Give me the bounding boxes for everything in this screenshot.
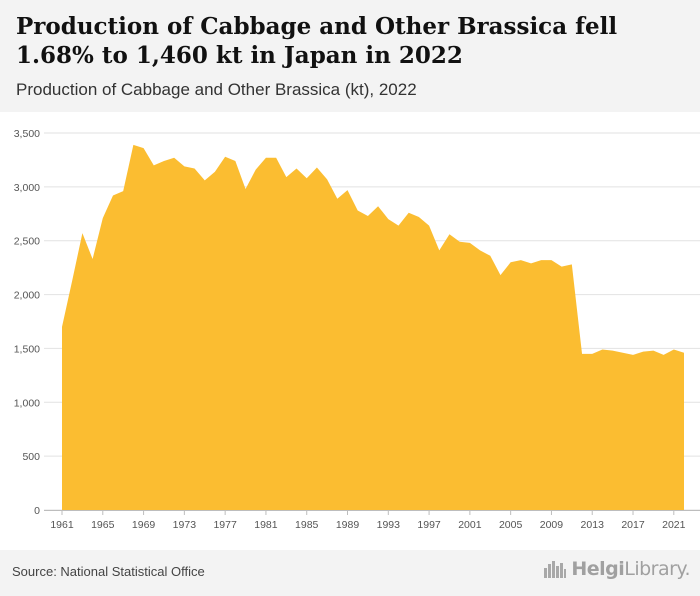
x-tick-label: 1985 bbox=[295, 519, 319, 531]
data-point bbox=[112, 194, 114, 196]
source-note: Source: National Statistical Office bbox=[12, 564, 205, 579]
data-point bbox=[469, 242, 471, 244]
x-tick-label: 1993 bbox=[377, 519, 401, 531]
data-point bbox=[285, 176, 287, 178]
data-point bbox=[377, 205, 379, 207]
x-tick-label: 1973 bbox=[173, 519, 197, 531]
data-point bbox=[612, 350, 614, 352]
data-point bbox=[336, 198, 338, 200]
data-point bbox=[622, 352, 624, 354]
data-point bbox=[448, 233, 450, 235]
data-point bbox=[601, 349, 603, 351]
data-point bbox=[530, 262, 532, 264]
data-point bbox=[510, 261, 512, 263]
y-tick-label: 500 bbox=[22, 451, 40, 463]
y-tick-label: 3,000 bbox=[14, 182, 40, 194]
x-tick-label: 2001 bbox=[458, 519, 482, 531]
data-point bbox=[173, 157, 175, 159]
data-point bbox=[214, 171, 216, 173]
data-point bbox=[316, 166, 318, 168]
data-point bbox=[499, 274, 501, 276]
y-tick-label: 2,000 bbox=[14, 290, 40, 302]
data-point bbox=[183, 165, 185, 167]
data-point bbox=[153, 164, 155, 166]
production-area-series bbox=[62, 144, 684, 510]
data-point bbox=[194, 168, 196, 170]
x-tick-label: 2009 bbox=[540, 519, 564, 531]
data-point bbox=[520, 259, 522, 261]
data-point bbox=[326, 178, 328, 180]
data-point bbox=[122, 190, 124, 192]
x-tick-label: 2017 bbox=[621, 519, 645, 531]
data-point bbox=[102, 217, 104, 219]
data-point bbox=[459, 241, 461, 243]
data-point bbox=[642, 351, 644, 353]
x-tick-label: 1969 bbox=[132, 519, 156, 531]
data-point bbox=[275, 157, 277, 159]
footer: Source: National Statistical Office Helg… bbox=[0, 550, 700, 596]
data-point bbox=[367, 215, 369, 217]
data-point bbox=[306, 177, 308, 179]
data-point bbox=[428, 225, 430, 227]
data-point bbox=[347, 189, 349, 191]
data-point bbox=[92, 258, 94, 260]
data-point bbox=[143, 147, 145, 149]
x-tick-label: 1965 bbox=[91, 519, 115, 531]
data-point bbox=[387, 218, 389, 220]
brand-name: HelgiLibrary. bbox=[571, 558, 690, 580]
data-point bbox=[591, 353, 593, 355]
data-point bbox=[163, 160, 165, 162]
data-point bbox=[204, 179, 206, 181]
data-point bbox=[561, 266, 563, 268]
data-point bbox=[265, 157, 267, 159]
y-tick-label: 1,500 bbox=[14, 343, 40, 355]
data-point bbox=[489, 255, 491, 257]
data-point bbox=[71, 280, 73, 282]
x-tick-label: 2021 bbox=[662, 519, 686, 531]
data-point bbox=[61, 326, 63, 328]
data-point bbox=[418, 216, 420, 218]
data-point bbox=[132, 144, 134, 146]
x-tick-label: 1977 bbox=[213, 519, 237, 531]
y-axis: 0 500 1,000 1,500 2,000 2,500 3,000 3,500 bbox=[14, 128, 40, 517]
y-tick-label: 2,500 bbox=[14, 236, 40, 248]
data-point bbox=[632, 354, 634, 356]
y-tick-label: 1,000 bbox=[14, 397, 40, 409]
data-point bbox=[571, 263, 573, 265]
area-layer bbox=[61, 144, 685, 510]
data-point bbox=[673, 349, 675, 351]
data-point bbox=[397, 225, 399, 227]
data-point bbox=[663, 354, 665, 356]
x-tick-label: 1961 bbox=[50, 519, 74, 531]
data-point bbox=[652, 350, 654, 352]
data-point bbox=[296, 168, 298, 170]
data-point bbox=[550, 259, 552, 261]
chart-title: Production of Cabbage and Other Brassica… bbox=[16, 13, 618, 69]
data-point bbox=[683, 352, 685, 354]
data-point bbox=[438, 249, 440, 251]
data-point bbox=[81, 232, 83, 234]
helgi-library-city-icon bbox=[543, 560, 567, 578]
y-tick-label: 3,500 bbox=[14, 128, 40, 140]
x-tick-label: 1981 bbox=[254, 519, 278, 531]
data-point bbox=[255, 169, 257, 171]
x-tick-label: 2005 bbox=[499, 519, 523, 531]
x-axis: 1961 1965 1969 1973 1977 1981 1985 1989 1993 1997… bbox=[44, 510, 700, 531]
data-point bbox=[234, 160, 236, 162]
data-point bbox=[479, 249, 481, 251]
data-point bbox=[224, 156, 226, 158]
y-tick-label: 0 bbox=[34, 505, 40, 517]
x-tick-label: 2013 bbox=[581, 519, 605, 531]
data-point bbox=[357, 210, 359, 212]
x-tick-label: 1989 bbox=[336, 519, 360, 531]
header: Production of Cabbage and Other Brassica… bbox=[0, 0, 700, 112]
chart-subtitle: Production of Cabbage and Other Brassica… bbox=[16, 80, 417, 99]
data-point bbox=[540, 259, 542, 261]
data-point bbox=[408, 212, 410, 214]
data-point bbox=[581, 353, 583, 355]
x-tick-label: 1997 bbox=[417, 519, 441, 531]
data-point bbox=[245, 188, 247, 190]
helgi-library-logo: HelgiLibrary. bbox=[543, 558, 690, 580]
